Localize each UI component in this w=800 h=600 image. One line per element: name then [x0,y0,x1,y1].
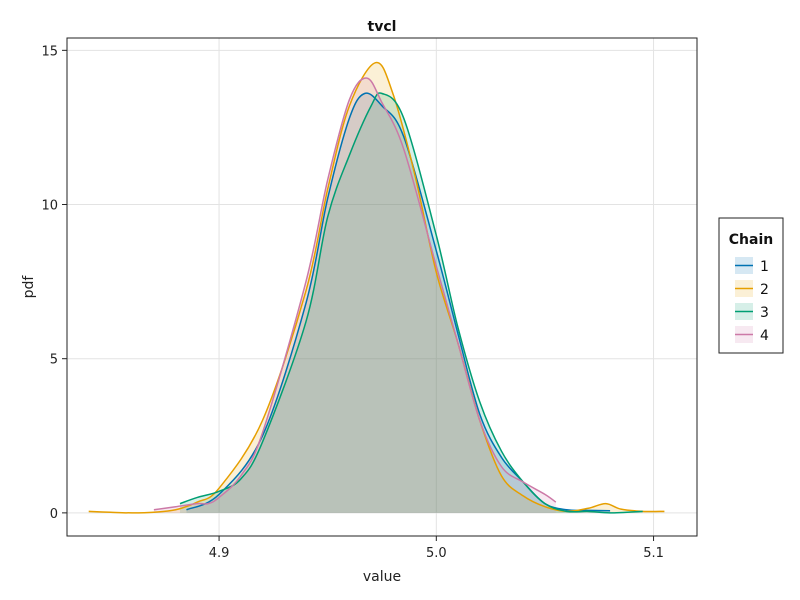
density-fill-chain-3 [179,92,643,513]
legend-label-chain-1: 1 [760,259,769,275]
density-fill-chain-2 [88,62,665,513]
axis-ticks: 4.9 5.0 5.1 0 5 10 15 [41,44,663,561]
y-tick-label: 10 [41,199,58,214]
chart-title: tvcl [368,19,397,35]
x-tick-label: 5.0 [426,546,447,561]
legend-box [718,217,784,354]
x-axis-label: value [363,569,401,585]
legend: Chain 1 2 3 4 [718,217,784,354]
legend-title: Chain [729,232,773,248]
density-fills [88,62,665,513]
density-line-chain-2 [88,61,665,514]
y-tick-label: 5 [50,353,58,368]
legend-label-chain-2: 2 [760,282,769,298]
grid-lines [67,38,697,536]
density-line-chain-3 [179,92,643,514]
density-fill-chain-1 [186,93,611,513]
legend-label-chain-4: 4 [760,328,769,344]
x-tick-label: 5.1 [643,546,664,561]
x-tick-label: 4.9 [209,546,230,561]
legend-label-chain-3: 3 [760,305,769,321]
plot-area-frame [66,37,698,537]
y-axis-label: pdf [21,275,37,299]
density-lines [88,61,665,514]
y-tick-label: 15 [41,44,58,59]
legend-items: 1 2 3 4 [735,257,769,344]
density-line-chain-4 [153,77,557,511]
y-tick-label: 0 [50,507,58,522]
density-fill-chain-4 [153,78,556,513]
